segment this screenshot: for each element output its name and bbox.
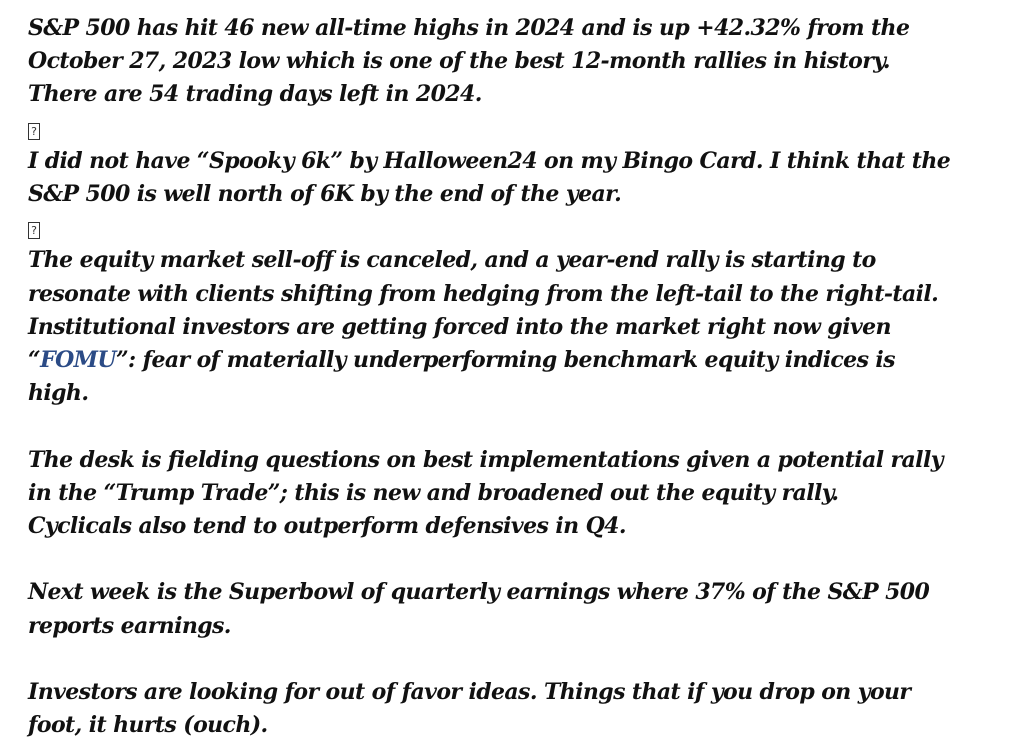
text-line: Next week is the Superbowl of quarterly … bbox=[28, 579, 930, 606]
paragraph-spacer bbox=[28, 643, 1018, 676]
broken-image-placeholder: ? bbox=[28, 112, 1018, 145]
paragraph-equity-selloff: The equity market sell-off is canceled, … bbox=[28, 244, 1018, 410]
broken-image-placeholder: ? bbox=[28, 211, 1018, 244]
missing-image-icon: ? bbox=[28, 122, 40, 140]
text-line: resonate with clients shifting from hedg… bbox=[28, 280, 939, 307]
document-body: S&P 500 has hit 46 new all-time highs in… bbox=[28, 12, 1018, 742]
text-line: S&P 500 has hit 46 new all-time highs in… bbox=[28, 15, 910, 41]
text-line: The equity market sell-off is canceled, … bbox=[28, 247, 876, 274]
text-line: Investors are looking for out of favor i… bbox=[28, 678, 911, 705]
text-fragment: ”: fear of materially underperforming be… bbox=[115, 347, 896, 373]
text-line: Cyclicals also tend to outperform defens… bbox=[28, 513, 627, 539]
text-line: S&P 500 is well north of 6K by the end o… bbox=[28, 181, 622, 207]
paragraph-sp500-highs: S&P 500 has hit 46 new all-time highs in… bbox=[28, 12, 1018, 112]
text-line: The desk is fielding questions on best i… bbox=[28, 446, 943, 473]
text-line: reports earnings. bbox=[28, 612, 231, 639]
fomu-link[interactable]: FOMU bbox=[40, 347, 117, 373]
paragraph-trump-trade: The desk is fielding questions on best i… bbox=[28, 444, 1018, 544]
text-line: Institutional investors are getting forc… bbox=[28, 313, 892, 340]
paragraph-spooky-6k: I did not have “Spooky 6k” by Halloween2… bbox=[28, 145, 1018, 211]
text-line: high. bbox=[28, 380, 89, 407]
paragraph-spacer bbox=[28, 410, 1018, 443]
paragraph-out-of-favor: Investors are looking for out of favor i… bbox=[28, 676, 1018, 742]
missing-image-icon: ? bbox=[28, 222, 40, 240]
paragraph-spacer bbox=[28, 543, 1018, 576]
text-line: There are 54 trading days left in 2024. bbox=[28, 81, 482, 108]
text-line: I did not have “Spooky 6k” by Halloween2… bbox=[28, 147, 951, 174]
text-line: in the “Trump Trade”; this is new and br… bbox=[28, 479, 839, 506]
text-line: October 27, 2023 low which is one of the… bbox=[28, 48, 891, 75]
open-quote: “ bbox=[28, 347, 41, 373]
text-line: foot, it hurts (ouch). bbox=[28, 712, 268, 739]
text-line: “FOMU”: fear of materially underperformi… bbox=[28, 344, 1018, 377]
paragraph-earnings-superbowl: Next week is the Superbowl of quarterly … bbox=[28, 576, 1018, 642]
